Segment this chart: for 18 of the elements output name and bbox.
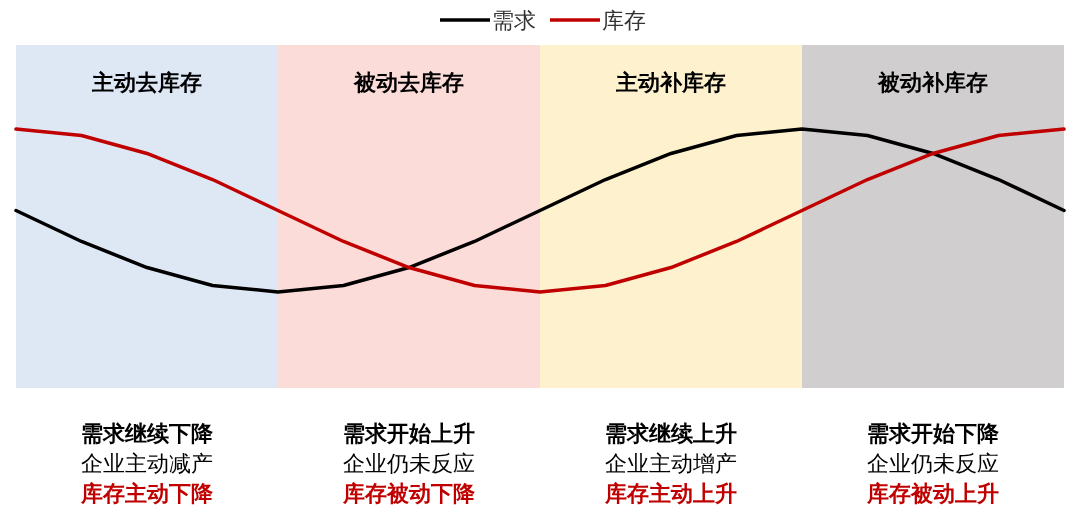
- text: 企业仍未反应: [867, 451, 999, 476]
- text: 主动补库存: [615, 70, 726, 95]
- text: 库存被动下降: [342, 481, 476, 506]
- legend-label: 需求: [492, 8, 536, 33]
- text: 需求开始下降: [867, 421, 1000, 446]
- text: 主动去库存: [91, 70, 202, 95]
- text: 库存主动上升: [604, 481, 737, 506]
- legend-label: 库存: [602, 8, 646, 33]
- text: 企业主动增产: [605, 451, 737, 476]
- text: 需求继续下降: [81, 421, 214, 446]
- text: 企业仍未反应: [343, 451, 475, 476]
- text: 需求开始上升: [343, 421, 475, 446]
- text: 需求继续上升: [605, 421, 737, 446]
- text: 库存主动下降: [80, 481, 214, 506]
- text: 被动去库存: [353, 70, 464, 95]
- text: 库存被动上升: [866, 481, 999, 506]
- text: 企业主动减产: [81, 451, 213, 476]
- text: 被动补库存: [877, 70, 988, 95]
